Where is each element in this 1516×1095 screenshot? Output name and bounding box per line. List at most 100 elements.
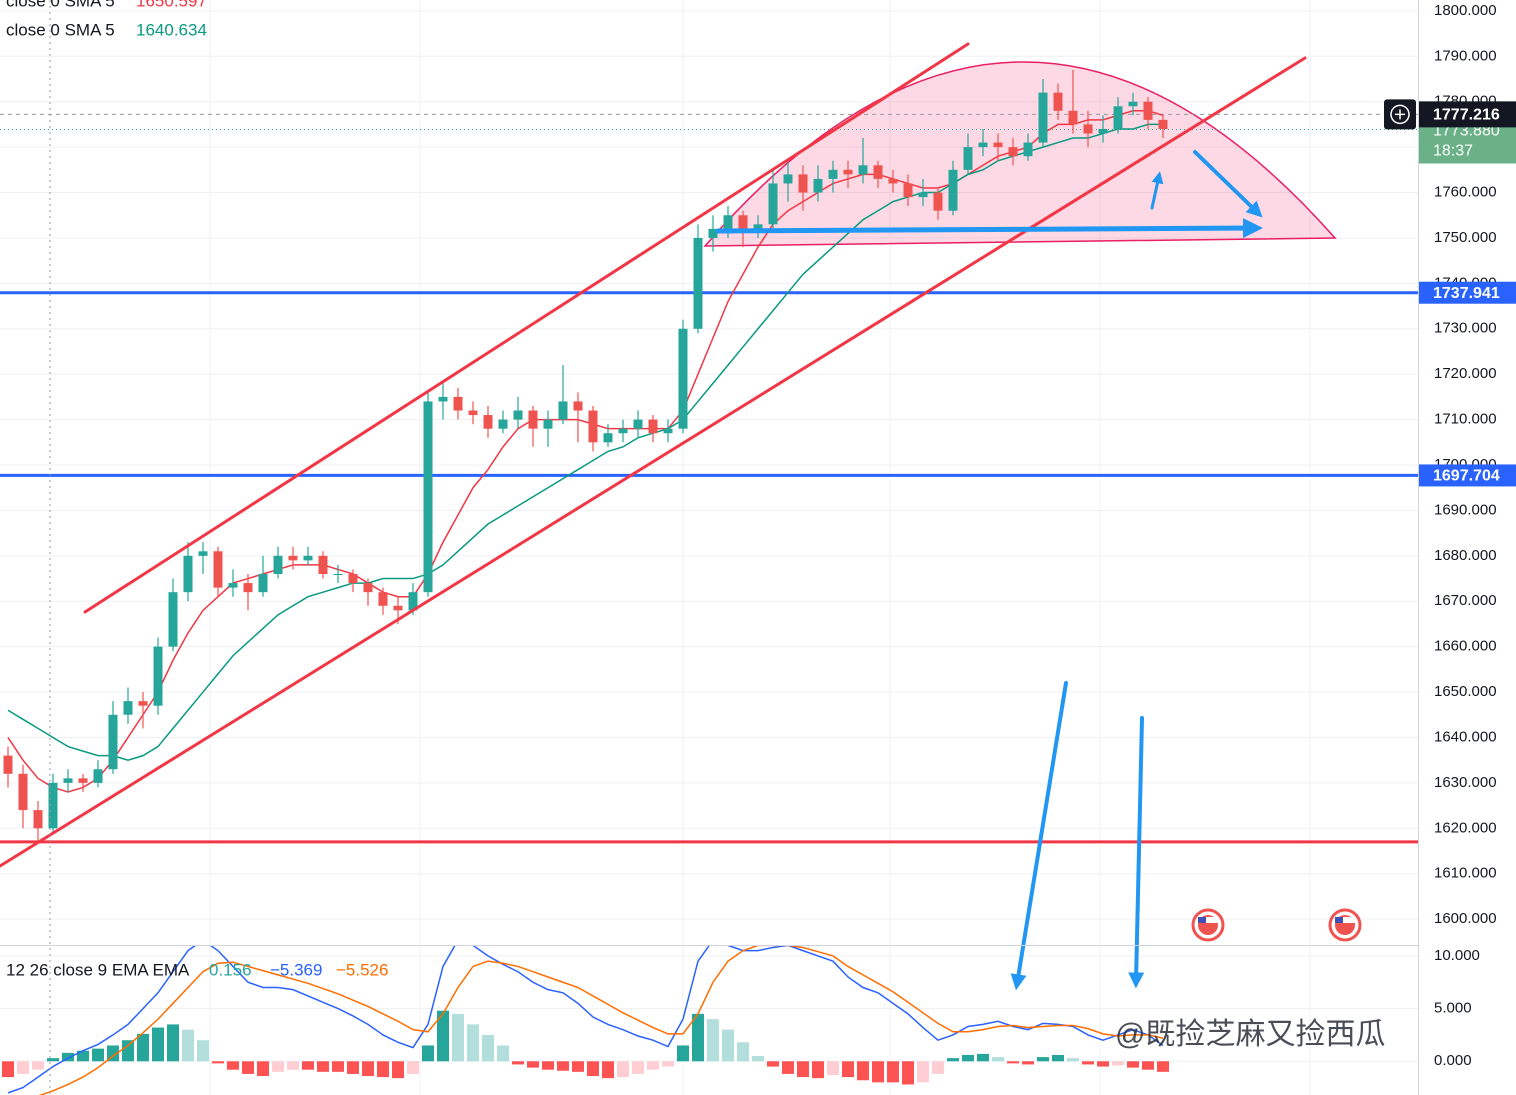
candle-body bbox=[378, 592, 388, 606]
histogram-bar bbox=[1112, 1061, 1124, 1066]
histogram-bar bbox=[992, 1057, 1004, 1062]
y-tick-label: 1760.000 bbox=[1434, 184, 1497, 201]
histogram-bar bbox=[287, 1061, 299, 1070]
candle-body bbox=[153, 646, 163, 706]
candle-body bbox=[123, 701, 133, 715]
candle-body bbox=[423, 401, 433, 593]
candle-body bbox=[903, 183, 913, 198]
ma-legend-value: 1650.597 bbox=[136, 0, 207, 10]
candle-body bbox=[678, 328, 688, 429]
candle-body bbox=[393, 605, 403, 611]
histogram-bar bbox=[632, 1061, 644, 1074]
candle-body bbox=[1053, 92, 1063, 111]
histogram-bar bbox=[977, 1053, 989, 1062]
candle-body bbox=[93, 769, 103, 783]
candle-body bbox=[168, 592, 178, 647]
arrow bbox=[1193, 150, 1263, 218]
histogram-bar bbox=[152, 1027, 164, 1062]
histogram-bar bbox=[587, 1061, 599, 1077]
candle-body bbox=[963, 147, 973, 170]
candle-body bbox=[348, 573, 358, 584]
candle-body bbox=[138, 701, 148, 706]
arrow bbox=[1150, 171, 1164, 210]
candle-body bbox=[693, 237, 703, 329]
ma-legend-name: close 0 SMA 5 bbox=[6, 20, 115, 39]
histogram-bar bbox=[527, 1061, 539, 1068]
histogram-bar bbox=[497, 1045, 509, 1062]
candle-body bbox=[1128, 101, 1138, 107]
y-tick-label: 1800.000 bbox=[1434, 2, 1497, 19]
level-tag-label: 1697.704 bbox=[1433, 468, 1500, 485]
y-tick-label: 1720.000 bbox=[1434, 365, 1497, 382]
histogram-bar bbox=[482, 1034, 494, 1062]
candle-body bbox=[183, 555, 193, 593]
histogram-bar bbox=[1127, 1061, 1139, 1068]
candle-body bbox=[978, 142, 988, 148]
macd-legend-value: −5.369 bbox=[270, 960, 322, 979]
histogram-bar bbox=[182, 1029, 194, 1062]
price-axis bbox=[1418, 0, 1516, 1095]
candle-body bbox=[603, 433, 613, 443]
candle-body bbox=[798, 174, 808, 193]
y-tick-label: 1630.000 bbox=[1434, 774, 1497, 791]
histogram-bar bbox=[272, 1061, 284, 1072]
histogram-bar bbox=[1082, 1061, 1094, 1065]
candle-body bbox=[1008, 147, 1018, 157]
histogram-bar bbox=[302, 1061, 314, 1070]
histogram-bar bbox=[467, 1024, 479, 1062]
candle-body bbox=[708, 228, 718, 238]
watermark: @既捡芝麻又捡西瓜 bbox=[1115, 1018, 1385, 1051]
last-price-tag bbox=[1419, 123, 1516, 164]
candle-body bbox=[78, 778, 88, 783]
histogram-bar bbox=[17, 1061, 29, 1074]
histogram-bar bbox=[617, 1061, 629, 1078]
histogram-bar bbox=[437, 1010, 449, 1062]
y-tick-label: 10.000 bbox=[1434, 947, 1480, 964]
candle-body bbox=[33, 810, 43, 829]
price-pane bbox=[0, 61, 1418, 844]
candle-body bbox=[858, 165, 868, 175]
histogram-bar bbox=[377, 1061, 389, 1078]
histogram-bar bbox=[47, 1058, 59, 1062]
add-icon bbox=[1390, 104, 1410, 125]
candle-body bbox=[363, 583, 373, 593]
candle-body bbox=[438, 396, 448, 402]
level-tag bbox=[1419, 464, 1516, 487]
histogram-bar bbox=[1067, 1058, 1079, 1062]
histogram-bar bbox=[1007, 1061, 1019, 1064]
histogram-bar bbox=[857, 1061, 869, 1081]
histogram-bar bbox=[422, 1045, 434, 1062]
candle-body bbox=[1098, 128, 1108, 134]
candle-body bbox=[198, 551, 208, 556]
candle-body bbox=[618, 428, 628, 434]
ma-legend-name: close 0 SMA 5 bbox=[6, 0, 115, 10]
candle-body bbox=[948, 169, 958, 211]
level-tag-label: 1737.941 bbox=[1433, 285, 1500, 302]
channel-lower bbox=[0, 56, 1307, 868]
y-tick-label: 1610.000 bbox=[1434, 865, 1497, 882]
ma-legend-value: 1640.634 bbox=[136, 20, 207, 39]
histogram-bar bbox=[92, 1048, 104, 1062]
histogram-bar bbox=[77, 1050, 89, 1062]
candle-body bbox=[1083, 124, 1093, 134]
y-tick-label: 1620.000 bbox=[1434, 819, 1497, 836]
y-tick-label: 1600.000 bbox=[1434, 910, 1497, 927]
y-tick-label: 1650.000 bbox=[1434, 683, 1497, 700]
histogram-bar bbox=[782, 1061, 794, 1074]
candle-body bbox=[468, 410, 478, 416]
macd-pane bbox=[2, 946, 1169, 1095]
candle-body bbox=[108, 714, 118, 770]
event-flag bbox=[1191, 908, 1225, 942]
event-flag bbox=[1328, 908, 1362, 942]
candle-body bbox=[813, 178, 823, 193]
y-tick-label: 1730.000 bbox=[1434, 320, 1497, 337]
y-tick-label: 5.000 bbox=[1434, 1000, 1472, 1017]
histogram-bar bbox=[1097, 1061, 1109, 1067]
histogram-bar bbox=[692, 1013, 704, 1062]
candle-body bbox=[408, 592, 418, 611]
histogram-bar bbox=[887, 1061, 899, 1083]
histogram-bar bbox=[32, 1061, 44, 1070]
grid-layer bbox=[0, 10, 1418, 1062]
